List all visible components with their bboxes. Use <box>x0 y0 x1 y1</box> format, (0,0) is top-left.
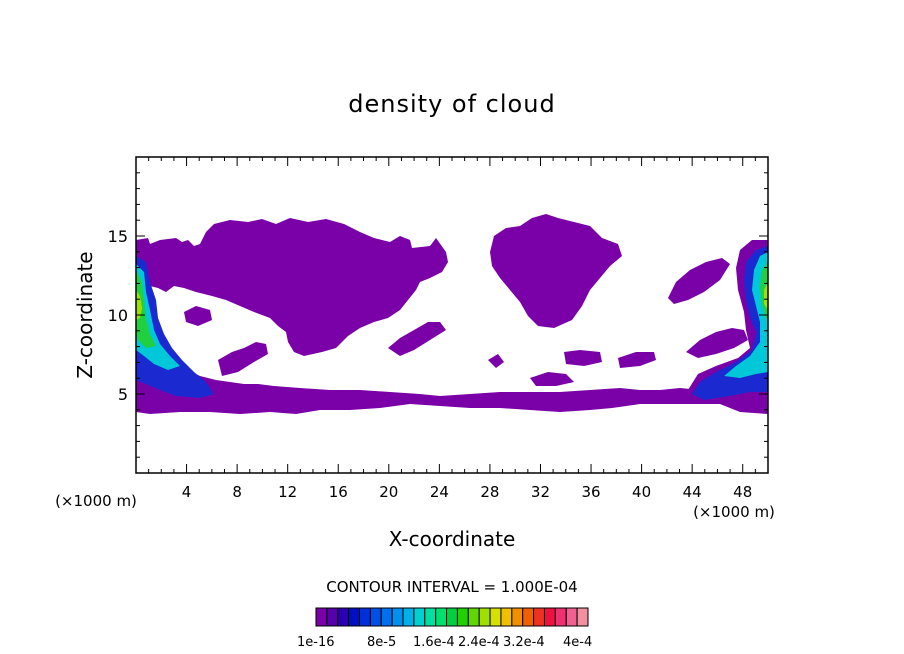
x-axis: 4 8 12 16 20 24 28 32 36 40 44 48 <box>148 157 756 501</box>
plot-area <box>136 157 768 473</box>
colorbar-label: 4e-4 <box>563 635 592 650</box>
x-axis-label: X-coordinate <box>389 527 516 551</box>
colorbar-label: 1e-16 <box>297 635 335 650</box>
colorbar-labels: 1e-16 8e-5 1.6e-4 2.4e-4 3.2e-4 4e-4 <box>297 635 592 650</box>
x-tick-label: 20 <box>379 483 398 501</box>
y-tick-label: 5 <box>118 385 128 404</box>
colorbar-label: 2.4e-4 <box>458 635 500 650</box>
cloud-region-east-edge-cyan <box>724 252 768 378</box>
plot-background <box>136 157 768 473</box>
cloud-region-west-edge-core <box>136 290 142 320</box>
x-tick-label: 32 <box>531 483 550 501</box>
cloud-region-lower-fragment-6 <box>530 372 574 386</box>
x-tick-label: 40 <box>632 483 651 501</box>
x-axis-unit-left: (×1000 m) <box>55 492 137 510</box>
cloud-region-west-fragment <box>184 306 212 326</box>
colorbar <box>315 607 589 627</box>
colorbar-swatch <box>446 607 458 627</box>
colorbar-swatch <box>511 607 524 627</box>
contour-interval-text: CONTOUR INTERVAL = 1.000E-04 <box>326 578 577 596</box>
colorbar-swatch <box>489 607 502 627</box>
colorbar-swatch <box>456 607 469 627</box>
colorbar-swatch <box>326 607 339 627</box>
colorbar-swatch <box>533 607 545 627</box>
x-tick-label: 24 <box>430 483 449 501</box>
cloud-region-main-layer <box>136 340 768 414</box>
colorbar-swatch <box>522 607 535 627</box>
colorbar-swatch <box>424 607 437 627</box>
colorbar-swatch <box>391 607 404 627</box>
cloud-region-west-layer-blue <box>176 382 214 396</box>
x-tick-label: 44 <box>683 483 702 501</box>
cloud-region-lower-fragment-1 <box>218 342 268 376</box>
y-axis: 5 10 15 <box>108 172 768 458</box>
colorbar-swatch <box>565 607 578 627</box>
colorbar-swatch <box>380 607 393 627</box>
colorbar-label: 8e-5 <box>367 635 396 650</box>
cloud-region-lower-fragment-3 <box>488 354 504 368</box>
cloud-region-upper-west <box>136 218 448 356</box>
cloud-region-east-edge-core <box>764 282 768 310</box>
cloud-region-west-edge-green <box>136 270 156 348</box>
x-tick-label: 12 <box>278 483 297 501</box>
x-tick-label: 48 <box>733 483 752 501</box>
colorbar-swatch <box>413 607 426 627</box>
cloud-region-lower-fragment-2 <box>388 322 446 356</box>
x-tick-label: 16 <box>329 483 348 501</box>
x-tick-label: 8 <box>232 483 242 501</box>
colorbar-swatch <box>337 607 350 627</box>
cloud-region-lower-fragment-5 <box>618 352 656 368</box>
y-tick-label: 15 <box>108 227 128 246</box>
x-tick-label: 28 <box>480 483 499 501</box>
colorbar-label: 3.2e-4 <box>503 635 545 650</box>
colorbar-swatch <box>359 607 371 627</box>
cloud-region-lower-fragment-4 <box>564 350 602 366</box>
colorbar-swatch <box>576 607 589 627</box>
cloud-region-east-upper <box>668 258 730 304</box>
colorbar-swatch <box>500 607 513 627</box>
cloud-region-east-middle <box>686 328 748 358</box>
colorbar-label: 1.6e-4 <box>413 635 455 650</box>
x-tick-label: 4 <box>182 483 192 501</box>
colorbar-swatch <box>478 607 491 627</box>
colorbar-swatch <box>369 607 382 627</box>
x-tick-label: 36 <box>581 483 600 501</box>
colorbar-swatch <box>543 607 556 627</box>
colorbar-swatch <box>402 607 415 627</box>
y-axis-label: Z-coordinate <box>73 251 97 378</box>
colorbar-swatch <box>467 607 480 627</box>
x-axis-unit-right: (×1000 m) <box>693 503 775 521</box>
colorbar-swatch <box>435 607 448 627</box>
colorbar-swatch <box>554 607 567 627</box>
colorbar-swatch <box>348 607 361 627</box>
cloud-region-upper-centre <box>490 214 622 328</box>
y-tick-label: 10 <box>108 306 128 325</box>
colorbar-swatch <box>315 607 328 627</box>
chart-title: density of cloud <box>348 90 555 118</box>
